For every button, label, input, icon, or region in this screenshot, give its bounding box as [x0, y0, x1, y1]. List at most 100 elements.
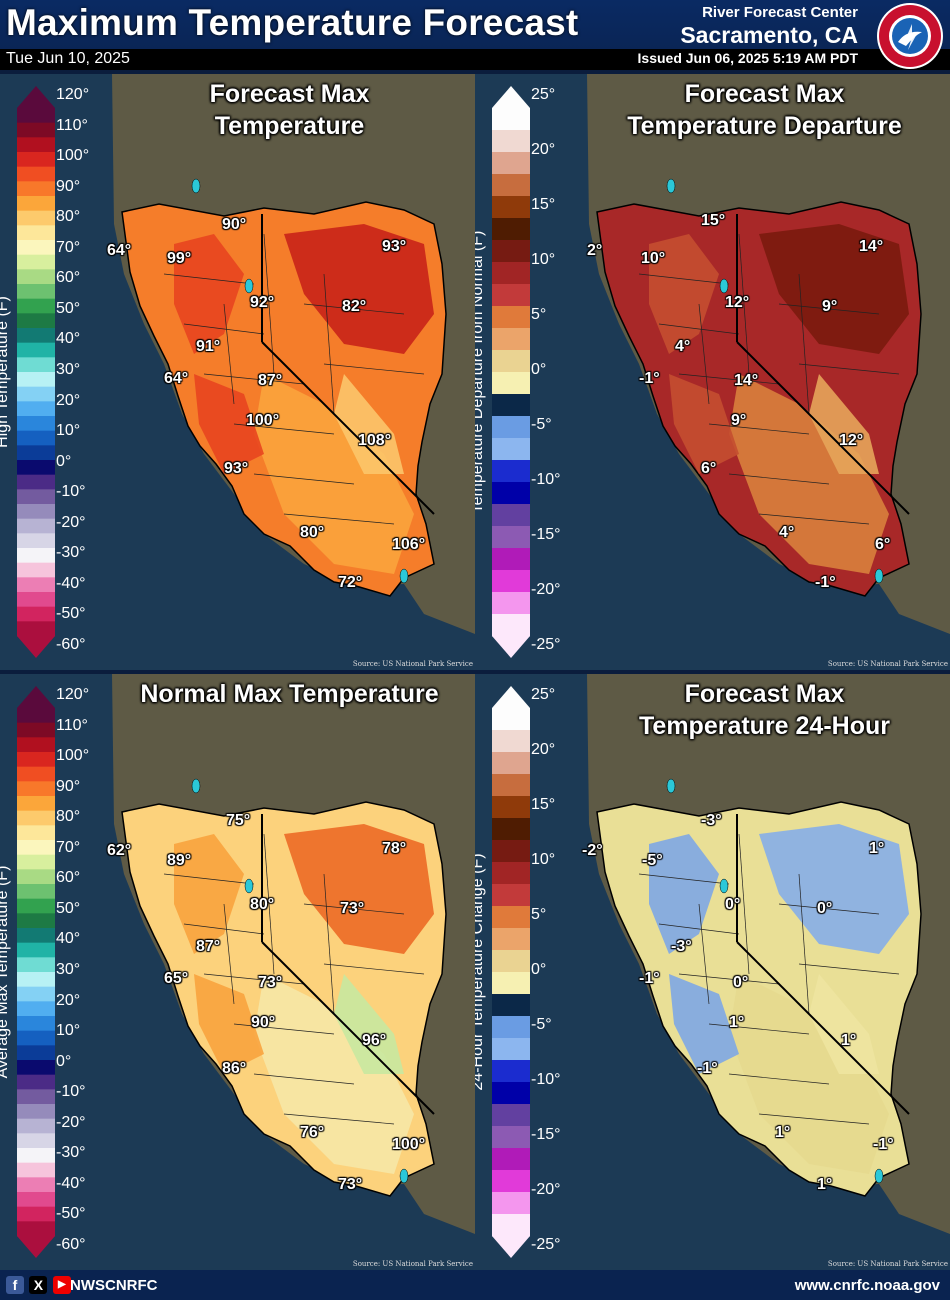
colorbar-top-arrow	[17, 686, 55, 708]
temperature-value-label: 73°	[338, 1176, 363, 1193]
legend-tick-label: 40°	[56, 330, 81, 348]
temperature-value-label: 9°	[731, 412, 747, 429]
temperature-value-label: 93°	[224, 460, 249, 477]
temperature-value-label: 99°	[167, 250, 192, 267]
legend-tick-label: 5°	[531, 906, 547, 923]
value-zone	[334, 374, 404, 474]
colorbar-swatch	[17, 781, 55, 797]
temperature-value-label: 1°	[869, 840, 885, 857]
legend-tick-label: -10°	[531, 1071, 561, 1088]
colorbar-swatch	[17, 869, 55, 885]
colorbar-swatch	[492, 1038, 530, 1061]
lake	[244, 278, 254, 294]
office-block: River Forecast Center Sacramento, CA	[680, 4, 858, 49]
panel-title: Normal Max Temperature	[104, 678, 475, 710]
colorbar-swatch	[492, 218, 530, 241]
social-handle[interactable]: NWSCNRFC	[70, 1277, 158, 1294]
colorbar-swatch	[492, 262, 530, 285]
colorbar-swatch	[17, 108, 55, 124]
state-border	[736, 941, 910, 1115]
legend-tick-label: -40°	[56, 1174, 86, 1192]
legend-tick-label: 0°	[531, 961, 547, 978]
colorbar-swatch	[17, 752, 55, 768]
colorbar-swatch	[492, 196, 530, 219]
legend-tick-label: -50°	[56, 1205, 86, 1223]
temperature-value-label: 93°	[382, 238, 407, 255]
temperature-value-label: 12°	[839, 432, 864, 449]
legend-tick-label: -25°	[531, 1236, 561, 1253]
temperature-value-label: 2°	[587, 242, 603, 259]
value-zone	[669, 974, 739, 1074]
temp-legend-bottom: Average Max Temperature (F) 120° 110° 100°…	[0, 674, 104, 1270]
colorbar-bottom-arrow	[492, 636, 530, 658]
legend-axis-label: Average Max Temperature (F)	[0, 865, 11, 1079]
colorbar-swatch	[492, 614, 530, 637]
colorbar-bottom-arrow	[17, 1236, 55, 1258]
colorbar-swatch	[17, 240, 55, 256]
temperature-value-label: 64°	[107, 242, 132, 259]
value-zone	[809, 974, 879, 1074]
colorbar-swatch	[17, 137, 55, 153]
colorbar-swatch	[492, 950, 530, 973]
colorbar-swatch	[492, 306, 530, 329]
legend-tick-label: 100°	[56, 147, 90, 165]
forecast-date: Tue Jun 10, 2025	[6, 50, 130, 67]
facebook-icon[interactable]: f	[6, 1276, 24, 1294]
map-canvas	[104, 674, 475, 1270]
colorbar-swatch	[17, 1221, 55, 1237]
value-zone	[669, 374, 739, 474]
legend-tick-label: 20°	[56, 391, 81, 409]
value-zone	[284, 224, 434, 354]
legend-tick-label: -50°	[56, 605, 86, 623]
colorbar-bottom-arrow	[492, 1236, 530, 1258]
colorbar-swatch	[492, 416, 530, 439]
colorbar-swatch	[17, 592, 55, 608]
legend-tick-label: 5°	[531, 306, 547, 323]
colorbar-swatch	[17, 1133, 55, 1149]
forecast-max-map: Forecast Max Temperature 90° 64° 99° 93° 92° 82…	[104, 74, 475, 670]
lake	[666, 778, 676, 794]
colorbar-swatch	[17, 957, 55, 973]
social-links: f X ▶	[6, 1276, 72, 1296]
ocean	[104, 674, 475, 1270]
colorbar-swatch	[17, 1060, 55, 1076]
temp-legend-top: High Temperature (F) 120° 110° 100° 90° 80° 7…	[0, 74, 104, 670]
colorbar-swatch	[17, 445, 55, 461]
temperature-value-label: 6°	[701, 460, 717, 477]
temperature-value-label: 72°	[338, 574, 363, 591]
colorbar-swatch	[17, 313, 55, 329]
colorbar-swatch	[492, 174, 530, 197]
temperature-value-label: -1°	[639, 970, 660, 987]
temperature-value-label: 75°	[226, 812, 251, 829]
colorbar-swatch	[492, 906, 530, 929]
colorbar-swatch	[492, 350, 530, 373]
temperature-value-label: 96°	[362, 1032, 387, 1049]
colorbar-swatch	[492, 840, 530, 863]
colorbar-swatch	[17, 401, 55, 417]
x-twitter-icon[interactable]: X	[29, 1276, 48, 1294]
website-link[interactable]: www.cnrfc.noaa.gov	[794, 1277, 940, 1294]
colorbar-swatch	[17, 810, 55, 826]
colorbar-swatch	[17, 152, 55, 168]
colorbar-swatch	[17, 328, 55, 344]
colorbar-swatch	[17, 196, 55, 212]
nws-logo-icon[interactable]	[876, 2, 944, 70]
panel-title-line: Temperature 24-Hour	[639, 712, 890, 740]
colorbar-swatch	[17, 1089, 55, 1105]
colorbar-swatch	[492, 372, 530, 395]
panel-title: Forecast Max Temperature Departure	[579, 78, 950, 142]
legend-tick-label: 0°	[531, 361, 547, 378]
value-zone	[284, 824, 434, 954]
youtube-icon[interactable]: ▶	[52, 1276, 71, 1294]
colorbar-swatch	[17, 928, 55, 944]
temperature-value-label: 0°	[817, 900, 833, 917]
colorbar-swatch	[17, 1192, 55, 1208]
legend-tick-label: -5°	[531, 416, 552, 433]
colorbar-swatch	[492, 796, 530, 819]
panel-title: Forecast Max Temperature	[104, 78, 475, 142]
temperature-value-label: 82°	[342, 298, 367, 315]
colorbar-swatch	[17, 342, 55, 358]
legend-tick-label: 90°	[56, 777, 81, 795]
colorbar-swatch	[492, 884, 530, 907]
panel-title-line: Normal Max Temperature	[140, 680, 439, 708]
